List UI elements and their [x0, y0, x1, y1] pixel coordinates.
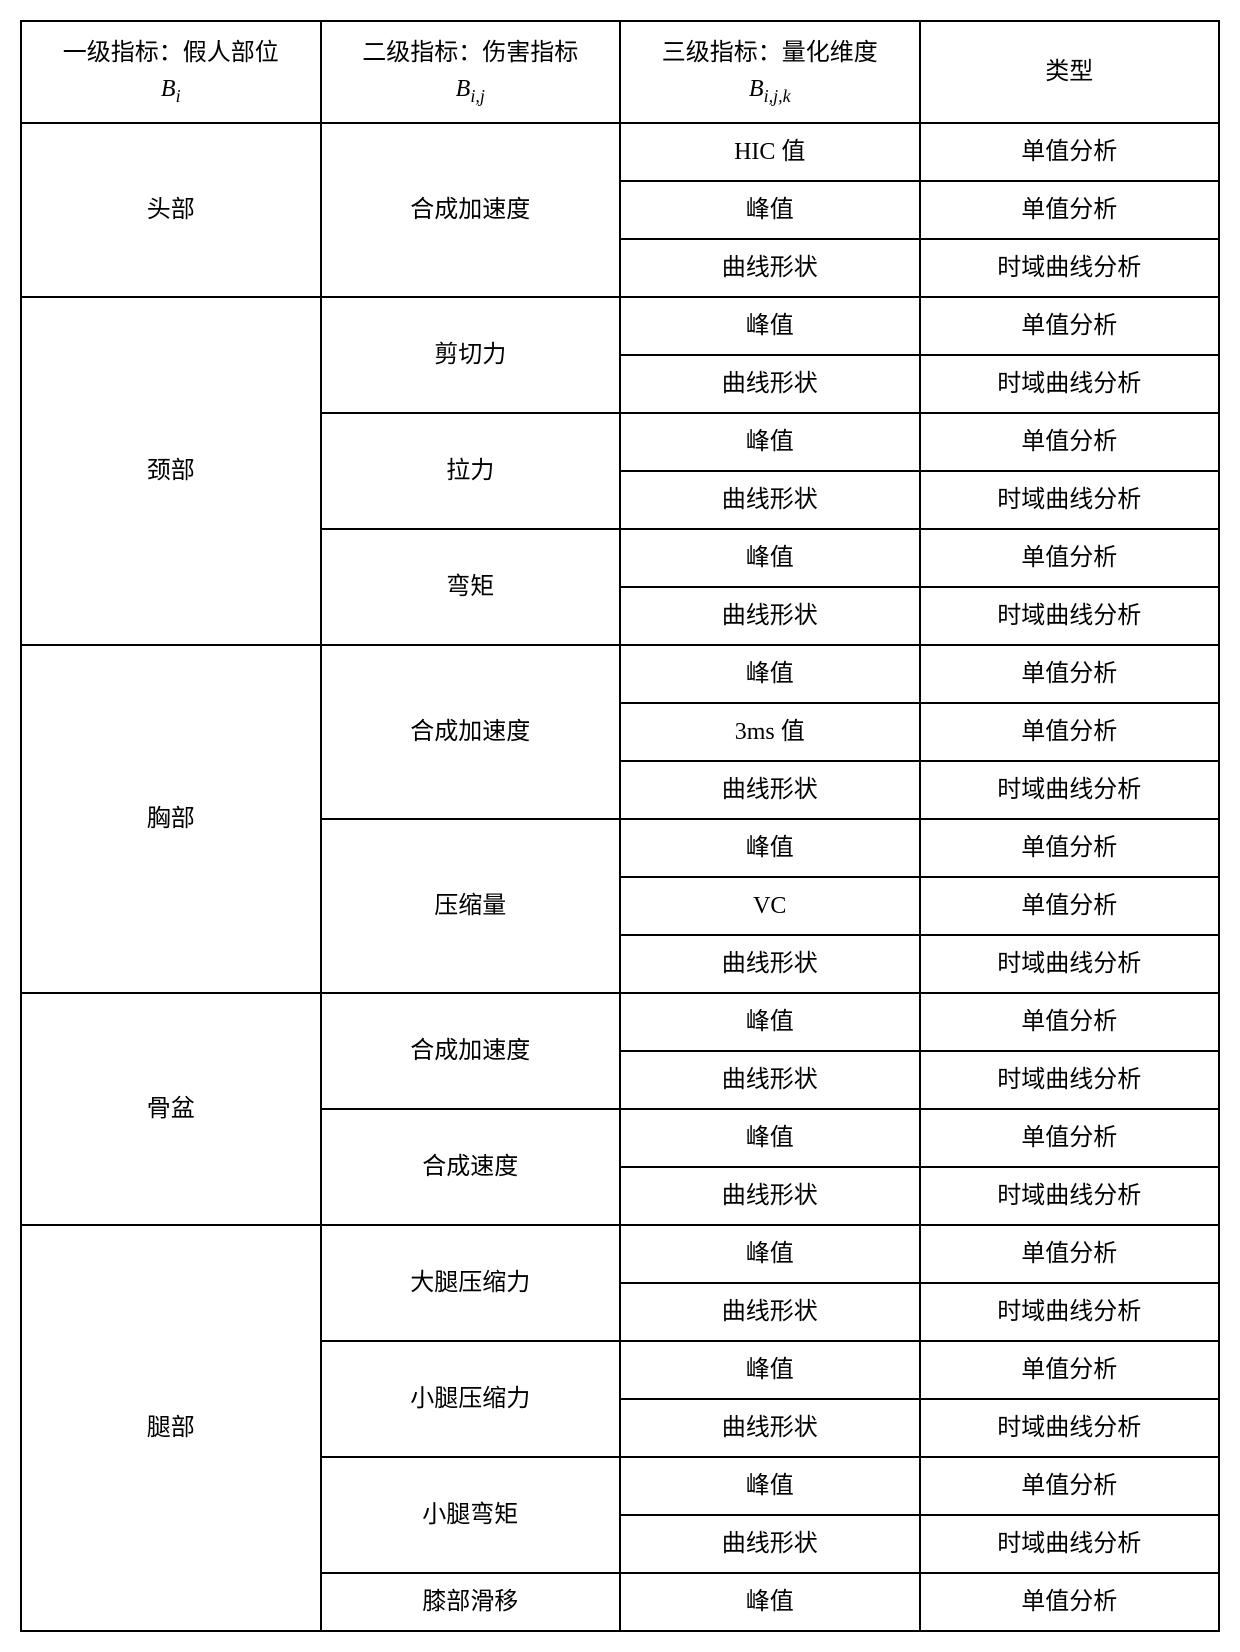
header-col4: 类型	[920, 21, 1220, 123]
type-cell: 时域曲线分析	[920, 1167, 1220, 1225]
level3-cell: 峰值	[620, 1225, 920, 1283]
header-col3-symbol: Bi,j,k	[749, 76, 791, 102]
level3-cell: 曲线形状	[620, 355, 920, 413]
level3-cell: 峰值	[620, 645, 920, 703]
level3-cell: 曲线形状	[620, 1167, 920, 1225]
type-cell: 单值分析	[920, 413, 1220, 471]
level3-cell: 峰值	[620, 993, 920, 1051]
level2-cell: 压缩量	[321, 819, 621, 993]
level3-cell: 峰值	[620, 297, 920, 355]
type-cell: 单值分析	[920, 297, 1220, 355]
level3-cell: 曲线形状	[620, 587, 920, 645]
level2-cell: 拉力	[321, 413, 621, 529]
type-cell: 时域曲线分析	[920, 587, 1220, 645]
type-cell: 单值分析	[920, 703, 1220, 761]
type-cell: 单值分析	[920, 645, 1220, 703]
type-cell: 时域曲线分析	[920, 1515, 1220, 1573]
type-cell: 单值分析	[920, 1457, 1220, 1515]
header-col1-symbol: Bi	[161, 76, 181, 102]
level1-cell: 头部	[21, 123, 321, 297]
type-cell: 单值分析	[920, 1341, 1220, 1399]
type-cell: 时域曲线分析	[920, 355, 1220, 413]
level3-cell: 峰值	[620, 1341, 920, 1399]
type-cell: 时域曲线分析	[920, 471, 1220, 529]
type-cell: 时域曲线分析	[920, 935, 1220, 993]
level2-cell: 合成速度	[321, 1109, 621, 1225]
header-col1-text: 一级指标：假人部位	[63, 40, 279, 66]
type-cell: 时域曲线分析	[920, 1283, 1220, 1341]
type-cell: 单值分析	[920, 1573, 1220, 1631]
header-col2-text: 二级指标：伤害指标	[362, 40, 578, 66]
header-col2: 二级指标：伤害指标 Bi,j	[321, 21, 621, 123]
table-row: 骨盆 合成加速度 峰值 单值分析	[21, 993, 1219, 1051]
level3-cell: 峰值	[620, 819, 920, 877]
header-col2-symbol: Bi,j	[456, 76, 485, 102]
level3-cell: 峰值	[620, 529, 920, 587]
header-col1: 一级指标：假人部位 Bi	[21, 21, 321, 123]
level3-cell: 曲线形状	[620, 471, 920, 529]
level2-cell: 小腿弯矩	[321, 1457, 621, 1573]
level3-cell: 曲线形状	[620, 1283, 920, 1341]
table-row: 颈部 剪切力 峰值 单值分析	[21, 297, 1219, 355]
level3-cell: 峰值	[620, 1573, 920, 1631]
type-cell: 时域曲线分析	[920, 1051, 1220, 1109]
level1-cell: 腿部	[21, 1225, 321, 1631]
indicator-table: 一级指标：假人部位 Bi 二级指标：伤害指标 Bi,j 三级指标：量化维度 Bi…	[20, 20, 1220, 1632]
type-cell: 单值分析	[920, 1109, 1220, 1167]
level1-cell: 颈部	[21, 297, 321, 645]
level3-cell: 曲线形状	[620, 1051, 920, 1109]
type-cell: 时域曲线分析	[920, 239, 1220, 297]
level3-cell: 曲线形状	[620, 1515, 920, 1573]
type-cell: 时域曲线分析	[920, 1399, 1220, 1457]
level2-cell: 剪切力	[321, 297, 621, 413]
table-body: 头部 合成加速度 HIC 值 单值分析 峰值 单值分析 曲线形状 时域曲线分析 …	[21, 123, 1219, 1631]
level3-cell: 曲线形状	[620, 1399, 920, 1457]
level2-cell: 合成加速度	[321, 123, 621, 297]
table-row: 头部 合成加速度 HIC 值 单值分析	[21, 123, 1219, 181]
level1-cell: 骨盆	[21, 993, 321, 1225]
type-cell: 单值分析	[920, 1225, 1220, 1283]
level3-cell: 曲线形状	[620, 239, 920, 297]
type-cell: 单值分析	[920, 819, 1220, 877]
level2-cell: 膝部滑移	[321, 1573, 621, 1631]
header-col3-text: 三级指标：量化维度	[662, 40, 878, 66]
header-col3: 三级指标：量化维度 Bi,j,k	[620, 21, 920, 123]
level3-cell: VC	[620, 877, 920, 935]
level3-cell: 峰值	[620, 1457, 920, 1515]
type-cell: 单值分析	[920, 993, 1220, 1051]
table-row: 胸部 合成加速度 峰值 单值分析	[21, 645, 1219, 703]
level2-cell: 弯矩	[321, 529, 621, 645]
level2-cell: 合成加速度	[321, 993, 621, 1109]
level3-cell: 峰值	[620, 1109, 920, 1167]
level3-cell: 峰值	[620, 181, 920, 239]
type-cell: 单值分析	[920, 877, 1220, 935]
level3-cell: 曲线形状	[620, 761, 920, 819]
level3-cell: HIC 值	[620, 123, 920, 181]
type-cell: 单值分析	[920, 123, 1220, 181]
level2-cell: 合成加速度	[321, 645, 621, 819]
type-cell: 单值分析	[920, 181, 1220, 239]
type-cell: 单值分析	[920, 529, 1220, 587]
table-row: 腿部 大腿压缩力 峰值 单值分析	[21, 1225, 1219, 1283]
header-row: 一级指标：假人部位 Bi 二级指标：伤害指标 Bi,j 三级指标：量化维度 Bi…	[21, 21, 1219, 123]
type-cell: 时域曲线分析	[920, 761, 1220, 819]
level3-cell: 曲线形状	[620, 935, 920, 993]
level3-cell: 峰值	[620, 413, 920, 471]
level3-cell: 3ms 值	[620, 703, 920, 761]
level1-cell: 胸部	[21, 645, 321, 993]
level2-cell: 小腿压缩力	[321, 1341, 621, 1457]
level2-cell: 大腿压缩力	[321, 1225, 621, 1341]
